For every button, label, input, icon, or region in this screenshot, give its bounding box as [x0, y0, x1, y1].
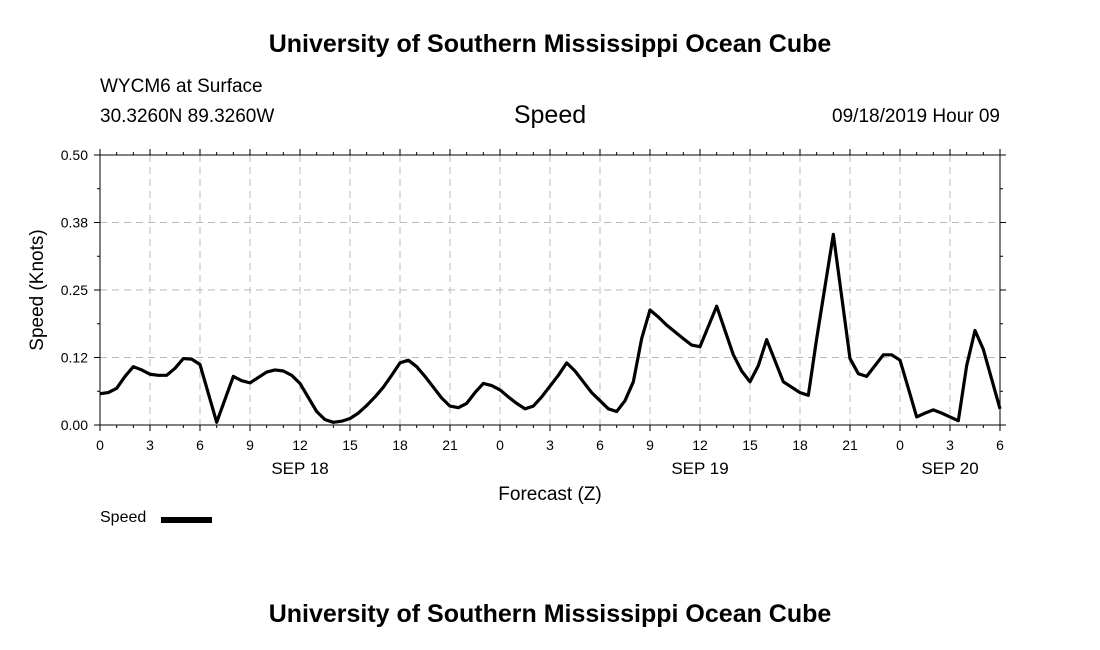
date-label: SEP 19: [671, 459, 728, 478]
speed-series-line: [99, 232, 1002, 424]
x-tick-label: 3: [546, 437, 554, 453]
x-tick-label: 12: [292, 437, 308, 453]
legend-label: Speed: [100, 509, 147, 526]
x-tick-label: 0: [896, 437, 904, 453]
x-tick-label: 15: [742, 437, 758, 453]
x-tick-label: 0: [96, 437, 104, 453]
x-tick-label: 0: [496, 437, 504, 453]
y-tick-label: 0.25: [61, 282, 88, 298]
y-tick-labels: 0.00 0.12 0.25 0.38 0.50: [61, 147, 88, 433]
date-label: SEP 18: [271, 459, 328, 478]
x-tick-label: 21: [442, 437, 458, 453]
x-tick-label: 18: [392, 437, 408, 453]
axis-ticks: [94, 149, 1006, 431]
x-tick-label: 6: [996, 437, 1004, 453]
legend-swatch: [161, 517, 212, 523]
x-tick-label: 18: [792, 437, 808, 453]
y-tick-label: 0.38: [61, 215, 88, 231]
x-tick-labels: 0 3 6 9 12 15 18 21 0 3 6 9 12 15 18 21 0 3 6: [96, 437, 1004, 453]
chart-title: Speed: [513, 101, 587, 129]
y-tick-label: 0.00: [61, 417, 88, 433]
station-label: WYCM6 at Surface: [100, 76, 263, 97]
x-tick-label: 6: [196, 437, 204, 453]
x-axis-label: Forecast (Z): [498, 484, 601, 505]
grid-lines: [100, 155, 1000, 425]
x-tick-label: 3: [146, 437, 154, 453]
date-label: SEP 20: [921, 459, 978, 478]
x-tick-label: 3: [946, 437, 954, 453]
x-tick-label: 6: [596, 437, 604, 453]
y-axis-label: Speed (Knots): [27, 229, 48, 350]
x-tick-label: 9: [246, 437, 254, 453]
coordinates-label: 30.3260N 89.3260W: [100, 106, 275, 127]
x-tick-label: 9: [646, 437, 654, 453]
page-title: University of Southern Mississippi Ocean…: [268, 30, 832, 58]
x-tick-label: 12: [692, 437, 708, 453]
y-tick-label: 0.12: [61, 350, 88, 366]
y-tick-label: 0.50: [61, 147, 88, 163]
footer-title: University of Southern Mississippi Ocean…: [268, 600, 832, 628]
x-tick-label: 21: [842, 437, 858, 453]
forecast-datetime: 09/18/2019 Hour 09: [832, 106, 1000, 127]
x-tick-label: 15: [342, 437, 358, 453]
date-labels: SEP 18 SEP 19 SEP 20: [271, 459, 978, 478]
